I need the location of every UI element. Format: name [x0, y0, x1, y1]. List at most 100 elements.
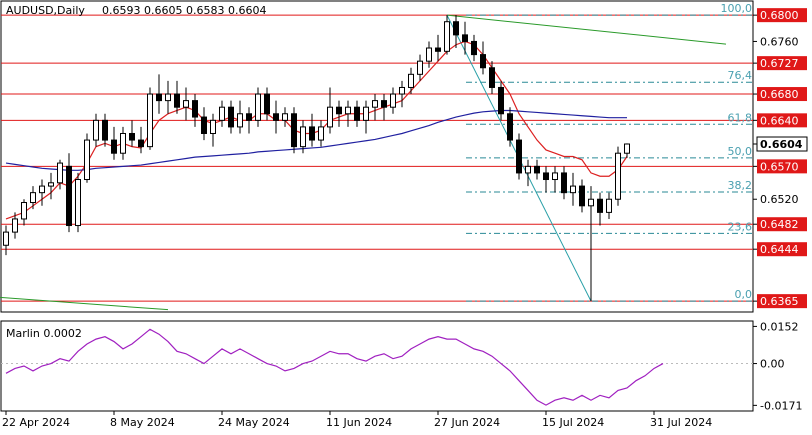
- price-label-box: [757, 87, 807, 102]
- price-label-box: [757, 294, 807, 309]
- candle-body: [210, 119, 216, 134]
- candle-body: [111, 139, 117, 154]
- candle-body: [354, 106, 360, 121]
- price-label-box: [757, 242, 807, 257]
- candle-body: [597, 198, 603, 213]
- candle-body: [408, 73, 414, 88]
- candle-body: [525, 165, 531, 174]
- candle-body: [426, 47, 432, 62]
- candle-body: [237, 113, 243, 128]
- trendline: [446, 14, 727, 45]
- candlesticks: [3, 15, 630, 302]
- price-tick-label: 0.6570: [760, 160, 799, 173]
- candle-body: [552, 172, 558, 181]
- candle-body: [417, 60, 423, 75]
- candle-body: [228, 106, 234, 128]
- fib-level-label: 0,0: [735, 288, 753, 301]
- candle-body: [579, 185, 585, 207]
- moving-averages: [5, 40, 628, 220]
- price-tick-label: 0.6482: [760, 218, 799, 231]
- candle-body: [561, 172, 567, 194]
- marlin-series-line: [5, 328, 664, 406]
- candle-body: [138, 139, 144, 148]
- fib-level-label: 50,0: [728, 145, 753, 158]
- time-tick-label: 11 Jun 2024: [326, 416, 392, 429]
- moving-average-line: [5, 109, 627, 171]
- candle-body: [102, 119, 108, 141]
- trendline: [0, 296, 169, 311]
- marlin-line: [5, 328, 664, 406]
- candle-body: [606, 198, 612, 213]
- price-label-box: [757, 113, 807, 128]
- marlin-indicator-pane[interactable]: 0.0152 0.00 -0.0171 Marlin 0.0002: [0, 320, 802, 412]
- candle-body: [381, 100, 387, 108]
- candle-body: [183, 100, 189, 108]
- fibonacci-retracement[interactable]: 100,0 76,4 61,8 50,0 38,2 23,6 0,0: [466, 2, 753, 302]
- time-tick-label: 8 May 2024: [110, 416, 175, 429]
- indicator-label: Marlin 0.0002: [6, 327, 82, 340]
- fib-level-label: 38,2: [728, 179, 753, 192]
- candle-body: [48, 182, 54, 187]
- candle-body: [291, 113, 297, 148]
- candle-body: [543, 172, 549, 181]
- candle-body: [75, 179, 81, 227]
- price-axis[interactable]: 0.6800 0.6760 0.6727 0.6680 0.6640 0.6604 0.65…: [753, 8, 808, 309]
- candle-body: [498, 86, 504, 115]
- candle-body: [588, 198, 594, 207]
- candle-body: [507, 113, 513, 141]
- price-pane[interactable]: 100,0 76,4 61,8 50,0 38,2 23,6 0,0 0.6800 0.676…: [0, 0, 808, 313]
- indicator-tick-label: -0.0171: [760, 399, 802, 412]
- candle-body: [174, 93, 180, 108]
- time-tick-label: 31 Jul 2024: [650, 416, 712, 429]
- candle-body: [570, 185, 576, 194]
- price-tick-label: 0.6680: [760, 88, 799, 101]
- fib-level-label: 61,8: [728, 111, 753, 124]
- candle-body: [300, 126, 306, 148]
- candle-body: [435, 47, 441, 52]
- time-axis[interactable]: 22 Apr 2024 8 May 2024 24 May 2024 11 Jun 2…: [2, 411, 712, 429]
- price-tick-label: 0.6800: [760, 9, 799, 22]
- time-tick-label: 22 Apr 2024: [2, 416, 70, 429]
- ohlc-label: 0.6593 0.6605 0.6583 0.6604: [102, 4, 266, 17]
- candle-body: [246, 113, 252, 121]
- candle-body: [165, 93, 171, 102]
- candle-body: [147, 93, 153, 148]
- candle-body: [264, 93, 270, 115]
- price-tick-label: 0.6520: [760, 193, 799, 206]
- price-label-box: [757, 8, 807, 23]
- candle-body: [3, 231, 9, 246]
- time-tick-label: 15 Jul 2024: [542, 416, 604, 429]
- candle-body: [489, 67, 495, 88]
- indicator-tick-label: 0.00: [760, 358, 785, 371]
- time-tick-label: 24 May 2024: [218, 416, 290, 429]
- indicator-tick-label: 0.0152: [760, 320, 799, 333]
- fib-level-label: 76,4: [728, 69, 753, 82]
- candle-body: [327, 106, 333, 128]
- candle-body: [624, 143, 630, 154]
- fib-level-label: 23,6: [728, 220, 753, 233]
- price-tick-label: 0.6444: [760, 243, 799, 256]
- candle-body: [66, 165, 72, 227]
- candle-body: [471, 40, 477, 56]
- candle-body: [93, 119, 99, 141]
- candle-body: [453, 21, 459, 36]
- price-tick-label: 0.6640: [760, 114, 799, 127]
- candle-body: [516, 139, 522, 174]
- candle-body: [273, 113, 279, 121]
- price-label-box: [757, 159, 807, 174]
- candle-body: [444, 21, 450, 52]
- candle-body: [345, 106, 351, 115]
- current-price-box: [756, 136, 808, 152]
- candle-body: [156, 93, 162, 102]
- price-tick-label: 0.6760: [760, 35, 799, 48]
- symbol-label: AUDUSD,Daily: [6, 4, 85, 17]
- price-tick-label: 0.6365: [760, 295, 799, 308]
- indicator-pane-border: [0, 320, 754, 412]
- candle-body: [192, 100, 198, 118]
- candle-body: [39, 185, 45, 194]
- candle-body: [615, 152, 621, 200]
- candle-body: [462, 34, 468, 42]
- candle-body: [120, 132, 126, 154]
- candle-body: [12, 218, 18, 233]
